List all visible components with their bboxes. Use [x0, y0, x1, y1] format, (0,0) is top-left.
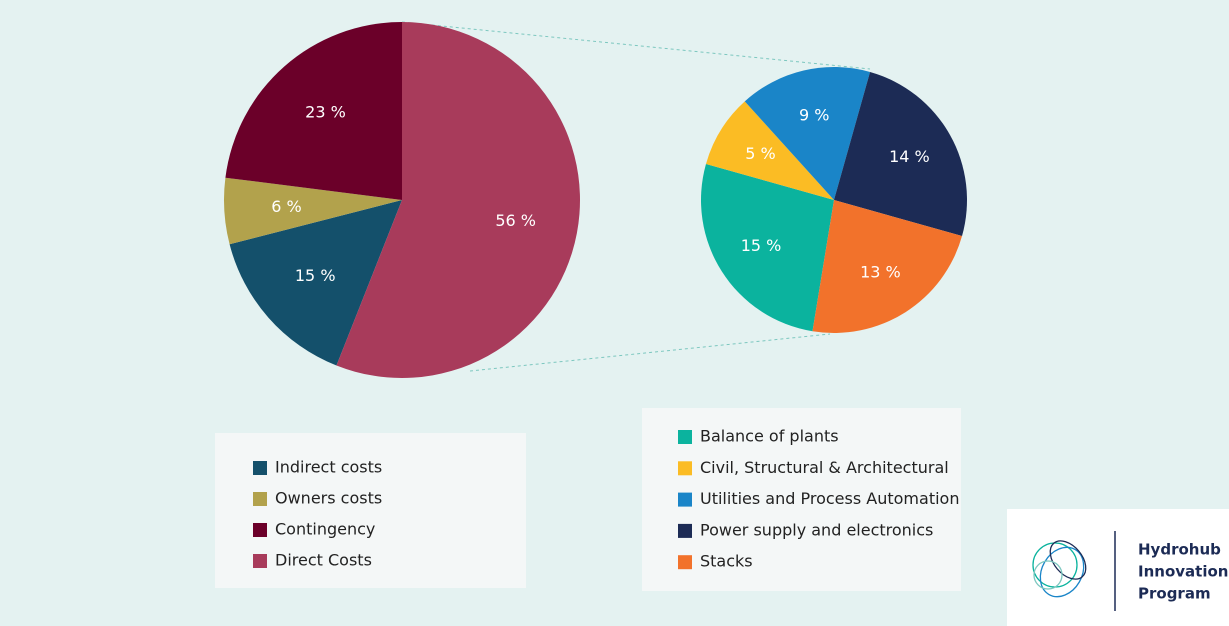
legend-swatch — [678, 461, 692, 476]
legend-box — [642, 408, 961, 591]
pie-slice — [705, 101, 834, 200]
logo-box — [1007, 509, 1229, 626]
legend-swatch — [253, 461, 267, 475]
value-label: 23 % — [305, 103, 346, 122]
value-label: 5 % — [745, 144, 775, 163]
value-label: 14 % — [889, 147, 930, 166]
legend-swatch — [678, 430, 692, 444]
value-label: 15 % — [741, 236, 782, 255]
legend-label: Indirect costs — [275, 458, 382, 477]
pie-slice — [224, 177, 402, 245]
legend-swatch — [253, 554, 267, 568]
value-label: 15 % — [295, 266, 336, 285]
value-label: 9 % — [799, 105, 829, 124]
legend-label: Stacks — [700, 552, 753, 571]
legend-label: Contingency — [275, 520, 375, 539]
legend-label: Civil, Structural & Architectural — [700, 458, 949, 477]
connector — [469, 333, 831, 372]
legend-label: Owners costs — [275, 489, 382, 508]
logo-text: Innovation — [1138, 563, 1228, 581]
legend-swatch — [678, 523, 692, 538]
pie-slice — [744, 66, 871, 200]
legend-label: Utilities and Process Automation — [700, 489, 959, 508]
logo-icon — [1032, 540, 1087, 598]
pie-slice — [812, 200, 963, 333]
legend-swatch — [253, 492, 267, 506]
logo-text: Program — [1138, 585, 1211, 603]
connector — [401, 21, 871, 70]
pie-slice — [336, 22, 580, 378]
value-label: 13 % — [860, 262, 901, 281]
legend-label: Balance of plants — [700, 427, 839, 446]
value-label: 6 % — [271, 197, 301, 216]
logo-text: Hydrohub — [1138, 541, 1221, 559]
pie-slice — [834, 71, 967, 237]
pie-slice — [225, 22, 402, 200]
value-label: 56 % — [495, 211, 536, 230]
pie-slice — [701, 163, 834, 332]
legend-label: Direct Costs — [275, 551, 372, 570]
legend-swatch — [253, 523, 267, 537]
legend-swatch — [678, 555, 692, 570]
legend-label: Power supply and electronics — [700, 520, 933, 539]
pie-slice — [229, 200, 402, 366]
legend-swatch — [678, 492, 692, 507]
